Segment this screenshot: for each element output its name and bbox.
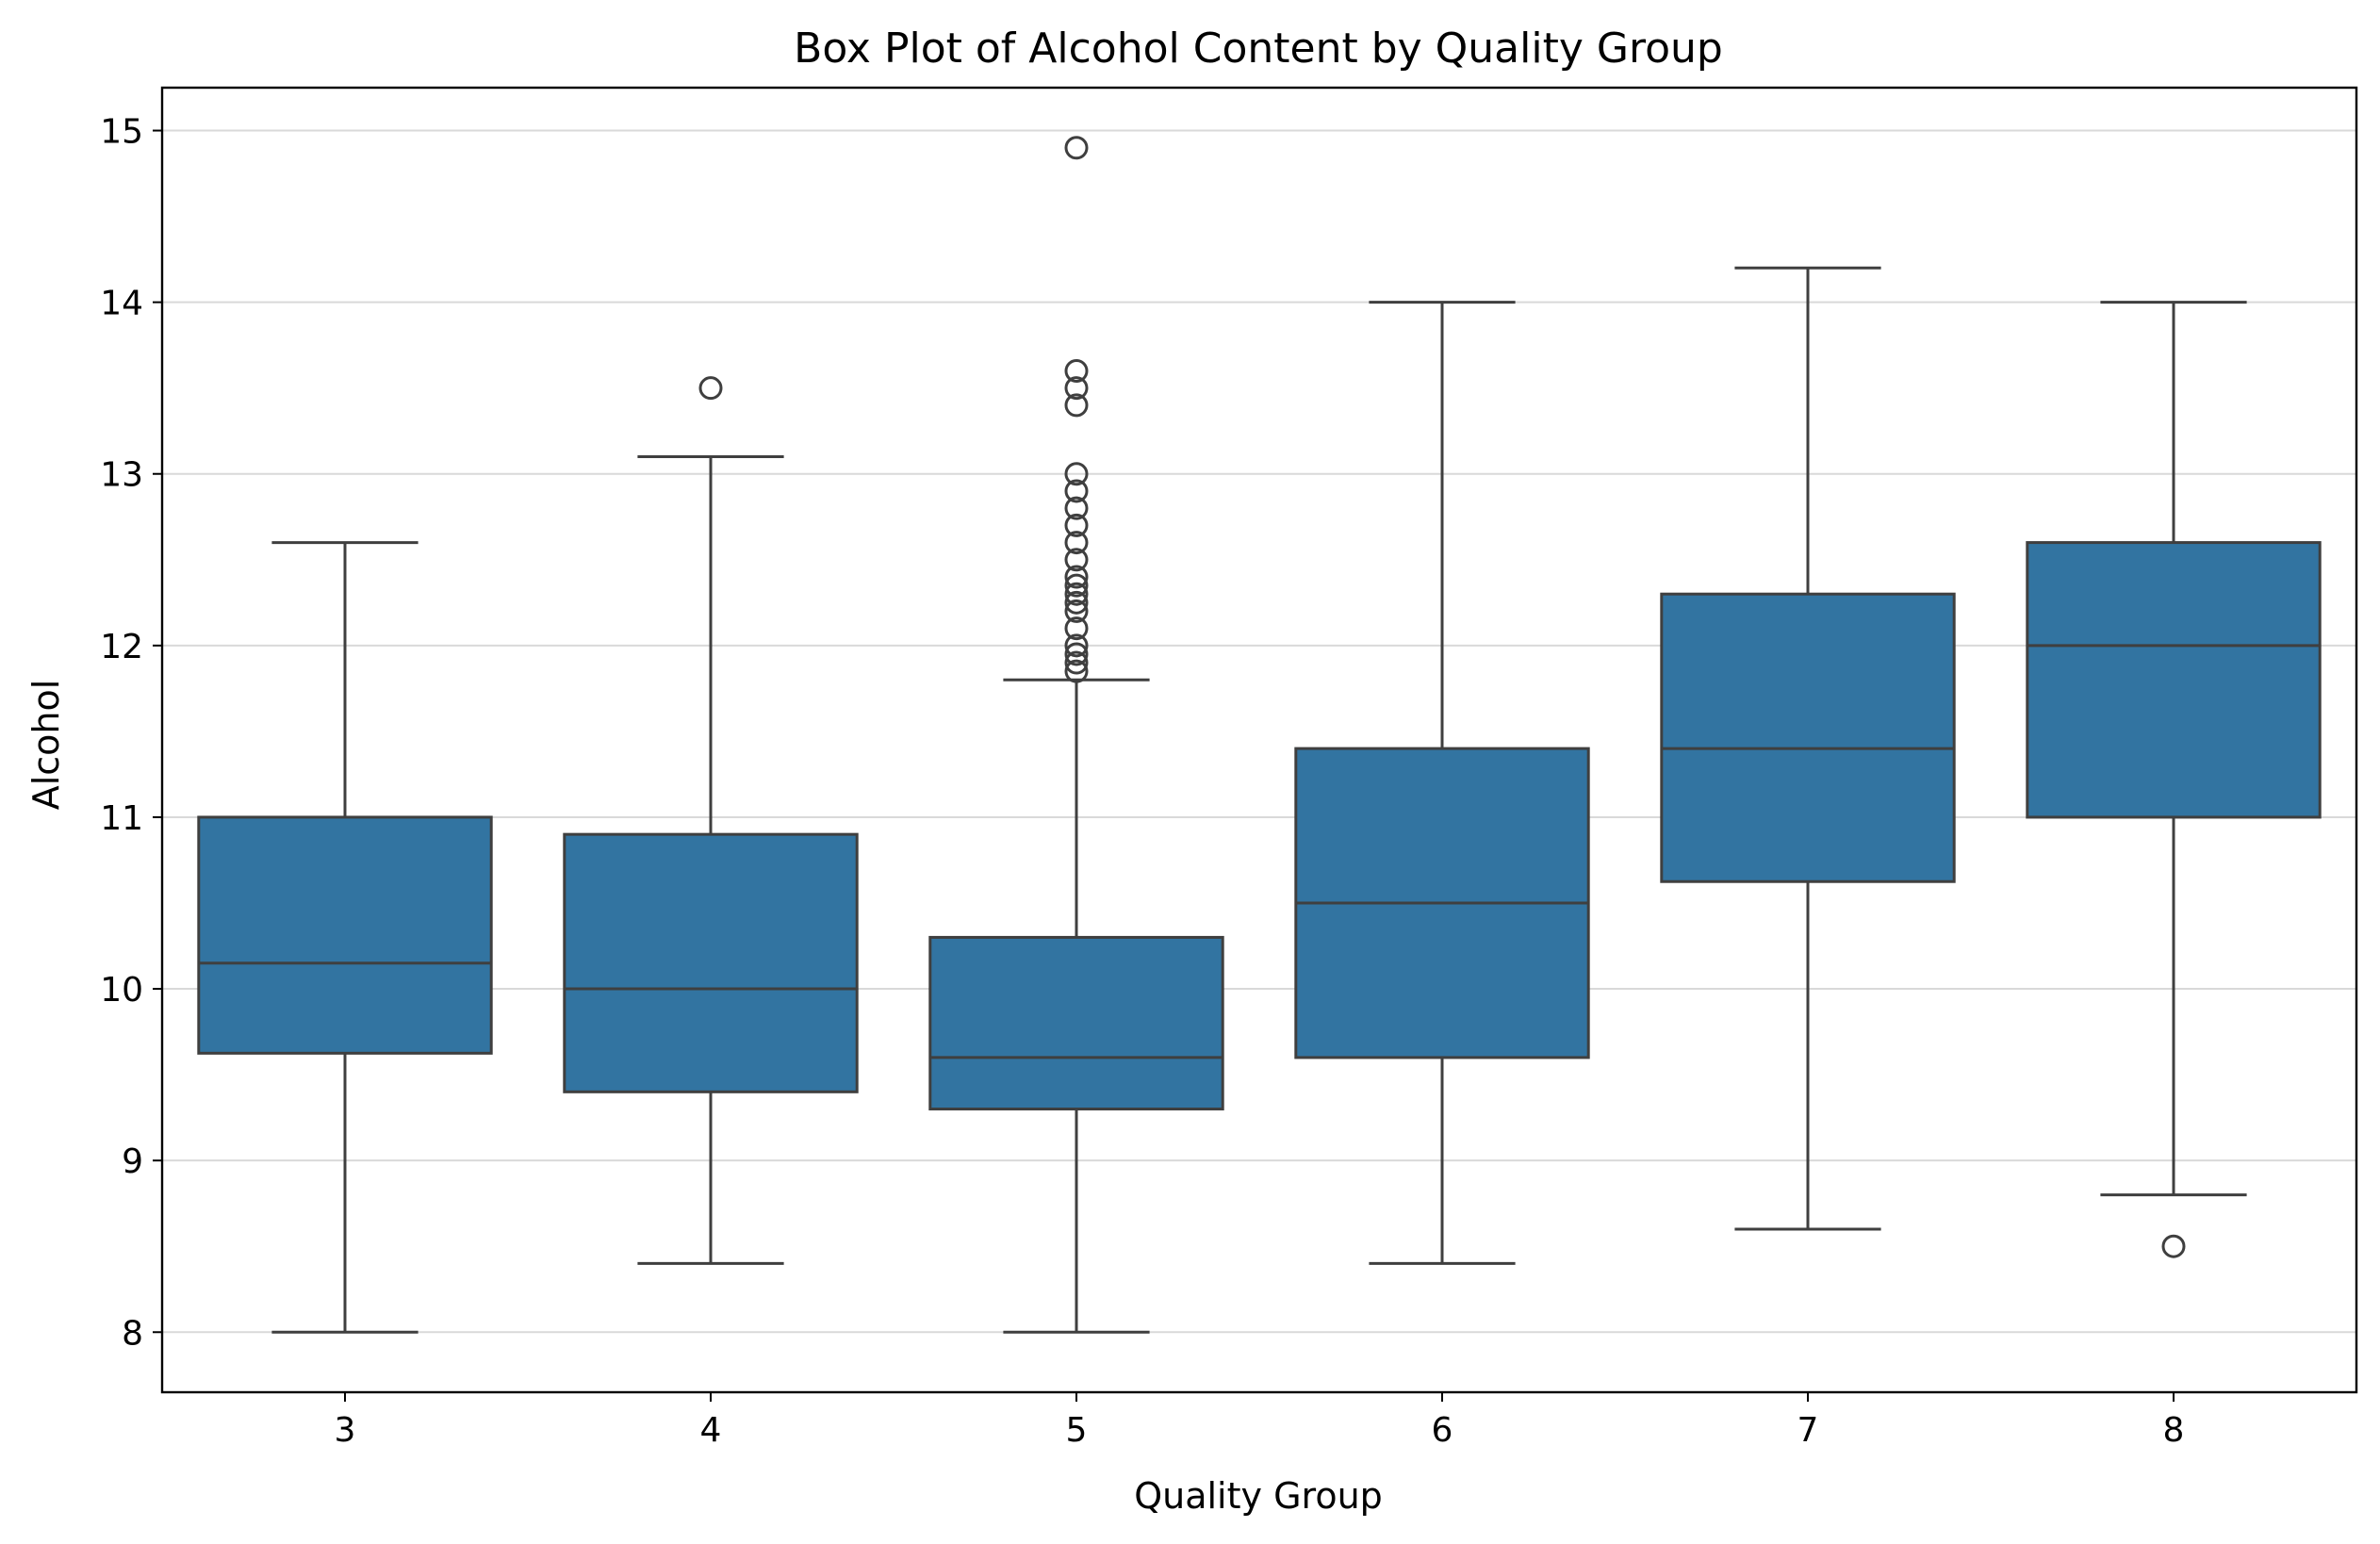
outlier-8-0 [2161, 1234, 2186, 1258]
outlier-5-14 [1064, 479, 1089, 503]
outlier-5-6 [1064, 590, 1089, 615]
y-tick-label-15: 15 [100, 113, 143, 152]
box-group-4 [563, 376, 859, 1265]
box-3 [197, 815, 493, 1055]
x-axis-label: Quality Group [1134, 1475, 1383, 1517]
box-group-8 [2026, 301, 2322, 1258]
outlier-5-18 [1064, 358, 1089, 383]
box-8 [2026, 541, 2322, 819]
box-5 [928, 935, 1224, 1111]
y-tick-label-14: 14 [100, 285, 143, 323]
outlier-5-8 [1064, 573, 1089, 598]
y-axis-label: Alcohol [25, 680, 67, 811]
outlier-4-0 [698, 376, 723, 401]
box-group-7 [1660, 266, 1956, 1231]
box-group-3 [197, 541, 493, 1334]
outlier-5-13 [1064, 496, 1089, 520]
box-4 [563, 832, 859, 1093]
outlier-5-0 [1064, 659, 1089, 683]
box-group-5 [928, 136, 1224, 1334]
outlier-5-7 [1064, 582, 1089, 606]
outlier-5-11 [1064, 531, 1089, 555]
plot-frame [160, 86, 2358, 1394]
x-tick-label-5: 5 [1066, 1411, 1088, 1450]
y-tick-label-9: 9 [122, 1142, 143, 1181]
outlier-5-12 [1064, 513, 1089, 537]
y-tick-label-13: 13 [100, 456, 143, 495]
outlier-5-1 [1064, 650, 1089, 675]
outlier-5-15 [1064, 462, 1089, 486]
outlier-5-4 [1064, 616, 1089, 641]
x-tick-label-7: 7 [1797, 1411, 1819, 1450]
y-tick-label-10: 10 [100, 971, 143, 1010]
axis-ticks: 8 9 10 11 12 13 14 15 3 4 5 6 7 8 [100, 113, 2184, 1450]
y-tick-label-11: 11 [100, 799, 143, 838]
x-tick-label-3: 3 [335, 1411, 356, 1450]
x-tick-label-6: 6 [1432, 1411, 1453, 1450]
boxes [197, 136, 2322, 1334]
outlier-5-16 [1064, 393, 1089, 418]
outlier-5-3 [1064, 633, 1089, 658]
x-tick-label-4: 4 [700, 1411, 722, 1450]
grid-lines [162, 129, 2356, 1334]
outlier-5-17 [1064, 376, 1089, 401]
box-group-6 [1294, 301, 1590, 1265]
x-tick-label-8: 8 [2163, 1411, 2185, 1450]
box-7 [1660, 592, 1956, 883]
outlier-5-9 [1064, 565, 1089, 589]
outlier-5-2 [1064, 642, 1089, 666]
y-tick-label-12: 12 [100, 628, 143, 666]
chart-title: Box Plot of Alcohol Content by Quality G… [794, 25, 1723, 73]
outlier-5-19 [1064, 136, 1089, 160]
outlier-5-10 [1064, 548, 1089, 572]
y-tick-label-8: 8 [122, 1314, 143, 1353]
outlier-5-5 [1064, 599, 1089, 623]
